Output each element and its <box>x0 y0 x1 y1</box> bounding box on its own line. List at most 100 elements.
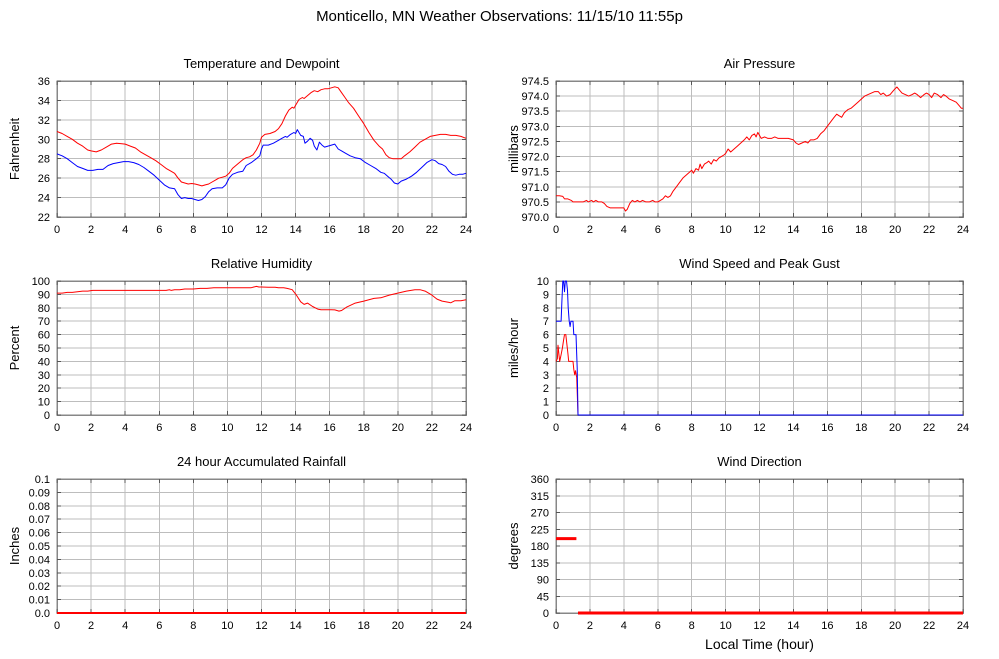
chart-title: Air Pressure <box>724 56 796 71</box>
chart-relative-humidity: 0 2 4 6 8 10 12 14 16 18 20 22 240102030405060708090… <box>7 256 472 434</box>
x-tick-label: 12 <box>255 224 267 236</box>
x-tick-label: 16 <box>821 422 833 434</box>
y-tick-label: 32 <box>38 115 50 127</box>
y-tick-label: 270 <box>531 508 549 520</box>
x-tick-label: 16 <box>821 620 833 632</box>
y-tick-label: 6 <box>543 330 549 342</box>
y-tick-label: 315 <box>531 491 549 503</box>
y-tick-label: 7 <box>543 316 549 328</box>
x-tick-label: 24 <box>460 620 472 632</box>
y-tick-label: 100 <box>32 276 50 288</box>
y-tick-label: 970.5 <box>521 197 549 209</box>
x-tick-label: 24 <box>957 620 969 632</box>
x-tick-label: 6 <box>655 422 661 434</box>
y-tick-label: 36 <box>38 76 50 88</box>
x-tick-label: 22 <box>923 422 935 434</box>
series-humidity <box>57 285 467 312</box>
y-tick-label: 973.0 <box>521 121 549 133</box>
y-tick-label: 0.01 <box>29 595 50 607</box>
x-tick-label: 4 <box>621 422 627 434</box>
y-tick-label: 971.5 <box>521 167 549 179</box>
x-tick-label: 0 <box>54 620 60 632</box>
x-tick-label: 16 <box>324 224 336 236</box>
x-tick-label: 2 <box>88 224 94 236</box>
y-tick-label: 60 <box>38 330 50 342</box>
series-temperature <box>56 86 467 187</box>
chart-wind-direction: 0 2 4 6 8 10 12 14 16 18 20 22 240459013518022527031… <box>506 454 969 652</box>
y-tick-label: 0.03 <box>29 568 50 580</box>
x-tick-label: 16 <box>324 620 336 632</box>
x-tick-label: 0 <box>553 422 559 434</box>
x-tick-label: 14 <box>787 422 799 434</box>
chart-temperature-and-dewpoint: 0 2 4 6 8 10 12 14 16 18 20 22 242224262830323436Tem… <box>7 56 472 236</box>
x-tick-label: 14 <box>787 620 799 632</box>
x-tick-label: 18 <box>358 620 370 632</box>
x-tick-label: 4 <box>621 620 627 632</box>
y-axis-label: miles/hour <box>506 317 521 378</box>
x-tick-label: 12 <box>753 224 765 236</box>
x-tick-label: 4 <box>122 620 128 632</box>
chart-title: Wind Speed and Peak Gust <box>679 256 840 271</box>
x-tick-label: 18 <box>358 224 370 236</box>
x-tick-label: 6 <box>156 620 162 632</box>
y-tick-label: 10 <box>38 397 50 409</box>
x-tick-label: 16 <box>324 422 336 434</box>
x-tick-label: 20 <box>392 620 404 632</box>
y-tick-label: 50 <box>38 343 50 355</box>
y-tick-label: 0.09 <box>29 487 50 499</box>
chart-air-pressure: 0 2 4 6 8 10 12 14 16 18 20 22 24970.0970.5971.0971.… <box>506 56 969 236</box>
x-tick-label: 6 <box>156 422 162 434</box>
x-tick-label: 22 <box>426 422 438 434</box>
x-tick-label: 4 <box>621 224 627 236</box>
x-tick-label: 4 <box>122 422 128 434</box>
y-tick-label: 0.04 <box>29 554 50 566</box>
chart-title: Relative Humidity <box>211 256 313 271</box>
x-tick-label: 2 <box>88 620 94 632</box>
x-tick-label: 8 <box>689 224 695 236</box>
x-tick-label: 18 <box>855 422 867 434</box>
y-tick-label: 28 <box>38 154 50 166</box>
series-dewpoint <box>56 129 467 201</box>
y-tick-label: 0 <box>543 410 549 422</box>
y-tick-label: 0.02 <box>29 581 50 593</box>
x-tick-label: 8 <box>190 224 196 236</box>
x-tick-label: 2 <box>88 422 94 434</box>
y-tick-label: 90 <box>38 289 50 301</box>
x-tick-label: 22 <box>923 224 935 236</box>
y-tick-label: 5 <box>543 343 549 355</box>
y-tick-label: 80 <box>38 303 50 315</box>
x-tick-label: 12 <box>255 422 267 434</box>
y-tick-label: 0.08 <box>29 501 50 513</box>
y-axis-label: degrees <box>506 522 521 569</box>
page-title: Monticello, MN Weather Observations: 11/… <box>316 8 683 25</box>
x-tick-label: 18 <box>855 620 867 632</box>
x-tick-label: 24 <box>957 224 969 236</box>
y-tick-label: 40 <box>38 356 50 368</box>
y-tick-label: 22 <box>38 212 50 224</box>
x-tick-label: 22 <box>426 224 438 236</box>
y-tick-label: 0.07 <box>29 514 50 526</box>
series-wind-speed <box>555 334 963 416</box>
x-tick-label: 20 <box>889 422 901 434</box>
y-tick-label: 0.06 <box>29 528 50 540</box>
y-tick-label: 225 <box>531 524 549 536</box>
y-tick-label: 30 <box>38 370 50 382</box>
x-tick-label: 22 <box>923 620 935 632</box>
y-tick-label: 973.5 <box>521 106 549 118</box>
series-peak-gust <box>556 280 963 416</box>
y-tick-label: 180 <box>531 541 549 553</box>
x-tick-label: 20 <box>889 620 901 632</box>
y-tick-label: 20 <box>38 383 50 395</box>
x-tick-label: 14 <box>289 224 301 236</box>
y-tick-label: 971.0 <box>521 182 549 194</box>
x-tick-label: 18 <box>358 422 370 434</box>
x-tick-label: 12 <box>753 620 765 632</box>
x-tick-label: 14 <box>289 620 301 632</box>
y-tick-label: 0.0 <box>35 608 50 620</box>
x-tick-label: 8 <box>190 620 196 632</box>
x-tick-label: 14 <box>787 224 799 236</box>
x-tick-label: 2 <box>587 422 593 434</box>
